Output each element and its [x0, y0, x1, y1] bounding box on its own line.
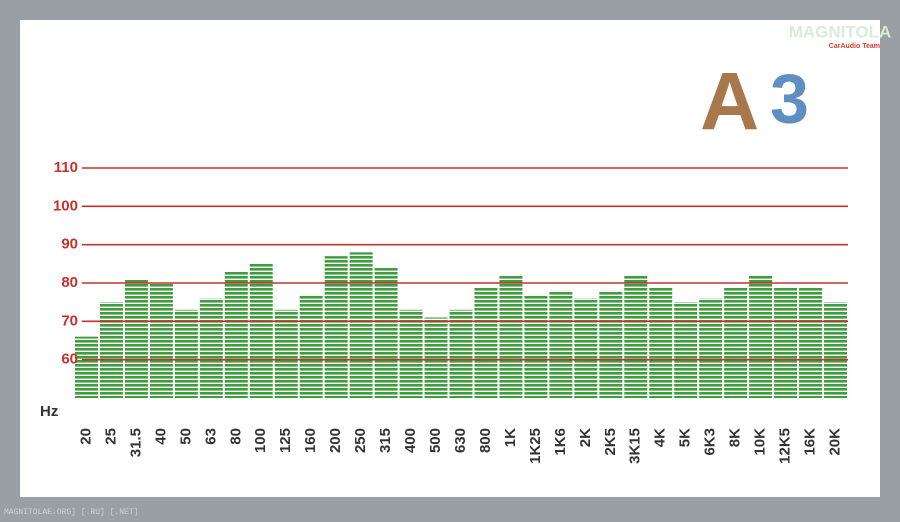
bar: [699, 298, 723, 398]
bar: [224, 271, 248, 398]
x-tick-label: 63: [202, 428, 219, 445]
x-axis-label: Hz: [40, 403, 58, 420]
x-tick-label: 50: [177, 428, 194, 445]
x-tick-label: 125: [277, 428, 294, 453]
bar: [624, 275, 648, 398]
panel: [20, 20, 880, 497]
x-tick-label: 4K: [652, 428, 669, 447]
y-tick-label: 90: [61, 236, 78, 253]
bar: [124, 279, 148, 398]
y-tick-label: 80: [61, 274, 78, 291]
bar: [374, 267, 398, 398]
x-tick-label: 1K6: [552, 428, 569, 456]
bar: [824, 302, 848, 398]
bar: [674, 302, 698, 398]
bar: [749, 275, 773, 398]
x-tick-label: 1K: [502, 428, 519, 447]
bar: [74, 336, 98, 398]
x-tick-label: 500: [427, 428, 444, 453]
bar: [474, 286, 498, 398]
x-tick-label: 400: [402, 428, 419, 453]
bar: [499, 275, 523, 398]
bar: [299, 294, 323, 398]
bar: [649, 286, 673, 398]
x-tick-label: 12K5: [777, 428, 794, 464]
bar: [424, 317, 448, 398]
bar: [599, 290, 623, 398]
x-tick-label: 20: [77, 428, 94, 445]
x-tick-label: 5K: [677, 428, 694, 447]
x-tick-label: 20K: [826, 428, 843, 456]
x-tick-label: 16K: [802, 428, 819, 456]
x-tick-label: 630: [452, 428, 469, 453]
bar: [349, 252, 373, 398]
y-tick-label: 110: [54, 159, 78, 176]
bar: [574, 298, 598, 398]
x-tick-label: 25: [102, 428, 119, 445]
footer: MAGNITOLAE.ORG] [.RU] [.NET]: [4, 508, 138, 517]
x-tick-label: 1K25: [527, 428, 544, 464]
watermark-subtitle: CarAudio Team: [829, 43, 880, 50]
y-tick-label: 60: [61, 351, 78, 368]
bar: [724, 286, 748, 398]
bar: [199, 298, 223, 398]
bar: [524, 294, 548, 398]
x-tick-label: 2K: [577, 428, 594, 447]
watermark-title: MAGNITOLA: [789, 22, 892, 41]
bar: [399, 309, 423, 398]
x-tick-label: 250: [352, 428, 369, 453]
bar: [324, 256, 348, 398]
bar: [774, 286, 798, 398]
bar: [99, 302, 123, 398]
x-tick-label: 40: [152, 428, 169, 445]
logo-letter: A: [700, 57, 759, 148]
y-tick-label: 100: [53, 197, 78, 214]
bar: [249, 263, 273, 398]
x-tick-label: 2K5: [602, 428, 619, 456]
bar: [274, 309, 298, 398]
x-tick-label: 31.5: [127, 428, 144, 457]
x-tick-label: 160: [302, 428, 319, 453]
x-tick-label: 100: [252, 428, 269, 453]
bar: [549, 290, 573, 398]
bar: [149, 283, 173, 398]
x-tick-label: 800: [477, 428, 494, 453]
x-tick-label: 3K15: [627, 428, 644, 464]
bar: [449, 309, 473, 398]
x-tick-label: 10K: [752, 428, 769, 456]
x-tick-label: 80: [227, 428, 244, 445]
logo-digit: 3: [770, 59, 809, 137]
x-tick-label: 200: [327, 428, 344, 453]
bar: [174, 309, 198, 398]
x-tick-label: 315: [377, 428, 394, 453]
x-tick-label: 8K: [727, 428, 744, 447]
bar: [799, 286, 823, 398]
x-tick-label: 6K3: [702, 428, 719, 456]
y-tick-label: 70: [61, 312, 78, 329]
